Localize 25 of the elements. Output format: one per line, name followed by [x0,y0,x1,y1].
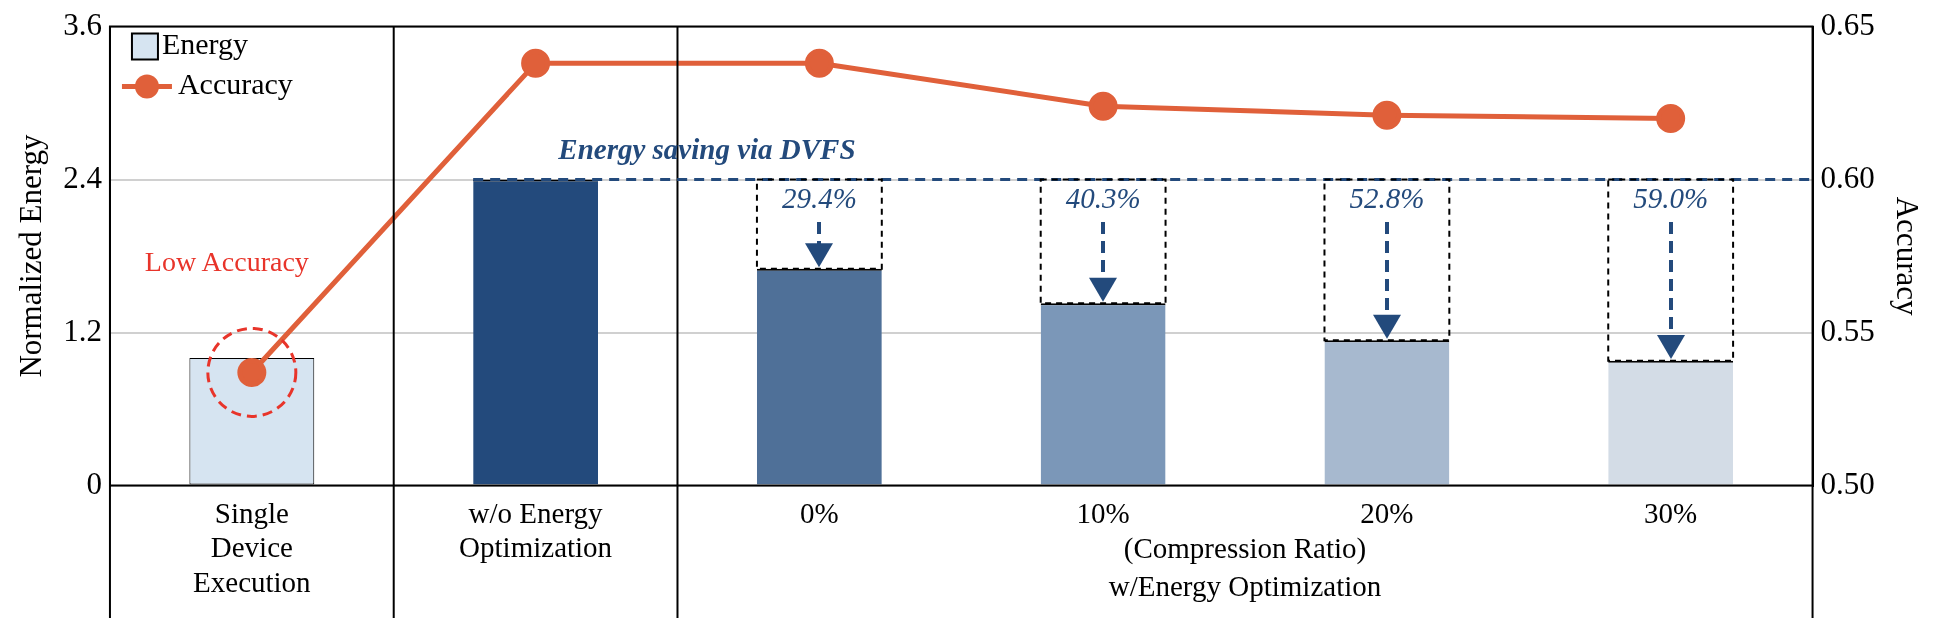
x-tick-label: 30% [1644,496,1698,529]
annotation: 59.0% [1633,181,1709,214]
annotation: 29.4% [781,181,857,214]
y2-tick-label: 0.65 [1820,6,1875,42]
x-tick-label: 0% [800,496,839,529]
y-tick-label: 1.2 [63,312,102,348]
y-tick-label: 0 [86,465,102,501]
x-tick-label: 10% [1076,496,1130,529]
y2-tick-label: 0.50 [1820,465,1875,501]
y2-tick-label: 0.60 [1820,159,1875,195]
y2-axis-title: Accuracy [1890,196,1926,316]
text: (Compression Ratio) [1123,531,1367,565]
x-tick-label: 20% [1360,496,1414,529]
legend-label: Accuracy [177,67,293,101]
annotation: 52.8% [1349,181,1425,214]
annotation: 40.3% [1065,181,1141,214]
y2-tick-label: 0.55 [1820,312,1875,348]
x-tick-label: w/o Energy Optimization [459,496,613,564]
x-tick-label: Single Device Execution [193,496,312,599]
y-tick-label: 3.6 [63,6,102,42]
y-axis-title: Normalized Energy [12,134,48,378]
text: w/Energy Optimization [1108,569,1382,602]
y-tick-label: 2.4 [63,159,103,195]
legend-label: Energy [161,27,249,61]
annotation: Low Accuracy [144,245,309,277]
